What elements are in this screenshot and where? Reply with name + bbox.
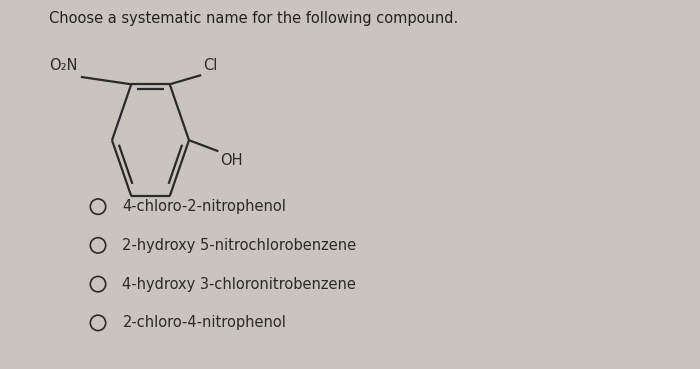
Text: O₂N: O₂N xyxy=(50,58,78,73)
Text: 2-chloro-4-nitrophenol: 2-chloro-4-nitrophenol xyxy=(122,315,286,330)
Text: 4-chloro-2-nitrophenol: 4-chloro-2-nitrophenol xyxy=(122,199,286,214)
Text: Choose a systematic name for the following compound.: Choose a systematic name for the followi… xyxy=(49,11,458,26)
Text: 4-hydroxy 3-chloronitrobenzene: 4-hydroxy 3-chloronitrobenzene xyxy=(122,277,356,292)
Text: 2-hydroxy 5-nitrochlorobenzene: 2-hydroxy 5-nitrochlorobenzene xyxy=(122,238,356,253)
Text: Cl: Cl xyxy=(203,58,218,73)
Text: OH: OH xyxy=(220,153,243,168)
